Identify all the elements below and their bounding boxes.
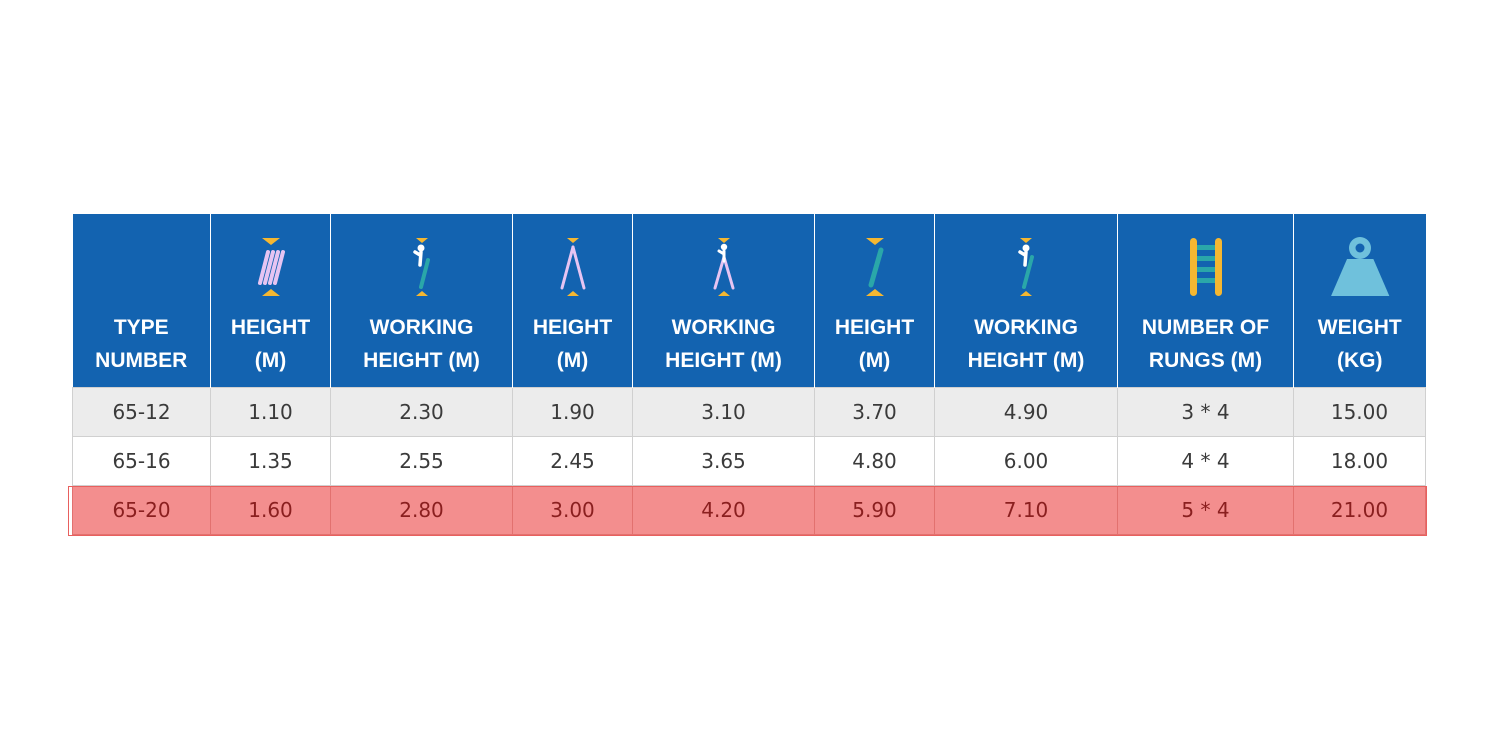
- header-aframe-working-height: WORKING HEIGHT (M): [632, 214, 815, 387]
- person-on-folded-ladder-icon: [412, 237, 430, 296]
- person-on-a-frame-ladder-icon: [713, 237, 734, 296]
- cell-type-number: 65-12: [72, 386, 211, 437]
- header-label-line2: (M): [858, 348, 891, 372]
- header-label-line1: WEIGHT: [1317, 315, 1402, 339]
- person-on-extended-ladder-icon: [1018, 237, 1034, 296]
- cell-extended-working-height: 4.90: [934, 386, 1118, 437]
- table-row: 65-16 1.35 2.55 2.45 3.65 4.80 6.00 4 * …: [72, 435, 1426, 486]
- cell-extended-working-height: 7.10: [934, 484, 1118, 535]
- cell-number-of-rungs: 4 * 4: [1117, 435, 1294, 486]
- weight-icon: [1330, 236, 1390, 296]
- a-frame-ladder-icon: [560, 237, 585, 296]
- cell-extended-working-height: 6.00: [934, 435, 1118, 486]
- cell-extended-height: 5.90: [814, 484, 935, 535]
- cell-aframe-working-height: 3.10: [632, 386, 815, 437]
- cell-folded-working-height: 2.80: [330, 484, 513, 535]
- cell-folded-height: 1.10: [210, 386, 331, 437]
- header-row: TYPE NUMBER HEIGHT (M): [72, 214, 1426, 387]
- cell-aframe-working-height: 3.65: [632, 435, 815, 486]
- table-row-highlighted: 65-20 1.60 2.80 3.00 4.20 5.90 7.10 5 * …: [72, 484, 1426, 535]
- header-label-line2: (M): [254, 348, 287, 372]
- header-label-line1: WORKING: [369, 315, 474, 339]
- cell-extended-height: 3.70: [814, 386, 935, 437]
- header-number-of-rungs: NUMBER OF RUNGS (M): [1117, 214, 1294, 387]
- header-label-line1: TYPE: [113, 315, 169, 339]
- extended-ladder-icon: [865, 237, 884, 296]
- header-label-line2: RUNGS (M): [1148, 348, 1263, 372]
- header-label-line2: (M): [556, 348, 589, 372]
- header-label-line1: NUMBER OF: [1141, 315, 1270, 339]
- header-weight: WEIGHT (KG): [1293, 214, 1426, 387]
- header-label-line1: WORKING: [671, 315, 776, 339]
- folded-ladder-icon: [257, 237, 285, 296]
- cell-weight: 15.00: [1293, 386, 1426, 437]
- header-label-line2: HEIGHT (M): [967, 348, 1085, 372]
- header-label-line2: NUMBER: [95, 348, 188, 372]
- cell-type-number: 65-16: [72, 435, 211, 486]
- cell-number-of-rungs: 5 * 4: [1117, 484, 1294, 535]
- cell-aframe-height: 3.00: [512, 484, 633, 535]
- header-label-line1: HEIGHT: [532, 315, 613, 339]
- header-label-line1: HEIGHT: [834, 315, 915, 339]
- cell-aframe-working-height: 4.20: [632, 484, 815, 535]
- cell-aframe-height: 1.90: [512, 386, 633, 437]
- cell-type-number: 65-20: [72, 484, 211, 535]
- cell-weight: 21.00: [1293, 484, 1426, 535]
- cell-folded-working-height: 2.30: [330, 386, 513, 437]
- header-label-line2: HEIGHT (M): [665, 348, 782, 372]
- cell-weight: 18.00: [1293, 435, 1426, 486]
- header-label-line1: WORKING: [974, 315, 1078, 339]
- cell-folded-working-height: 2.55: [330, 435, 513, 486]
- header-type-number: TYPE NUMBER: [72, 214, 211, 387]
- cell-folded-height: 1.60: [210, 484, 331, 535]
- header-extended-height: HEIGHT (M): [814, 214, 935, 387]
- cell-extended-height: 4.80: [814, 435, 935, 486]
- cell-number-of-rungs: 3 * 4: [1117, 386, 1294, 437]
- header-label-line2: HEIGHT (M): [363, 348, 480, 372]
- header-extended-working-height: WORKING HEIGHT (M): [934, 214, 1118, 387]
- ladder-spec-table: TYPE NUMBER HEIGHT (M): [72, 214, 1426, 535]
- table-row: 65-12 1.10 2.30 1.90 3.10 3.70 4.90 3 * …: [72, 386, 1426, 437]
- header-label-line1: HEIGHT: [230, 315, 311, 339]
- cell-folded-height: 1.35: [210, 435, 331, 486]
- rungs-ladder-icon: [1189, 237, 1222, 296]
- header-folded-height: HEIGHT (M): [210, 214, 331, 387]
- header-aframe-height: HEIGHT (M): [512, 214, 633, 387]
- header-label-line2: (KG): [1337, 348, 1383, 372]
- header-folded-working-height: WORKING HEIGHT (M): [330, 214, 513, 387]
- cell-aframe-height: 2.45: [512, 435, 633, 486]
